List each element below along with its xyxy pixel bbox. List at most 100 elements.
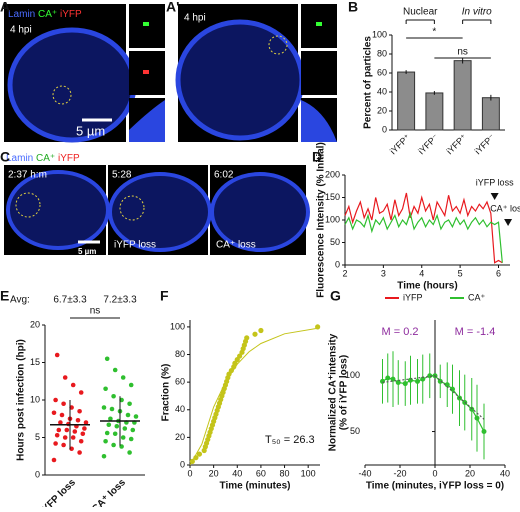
inset-spot — [143, 70, 149, 74]
group-label: In vitro — [462, 7, 492, 18]
panel-label: G — [330, 288, 341, 304]
point — [108, 416, 113, 422]
y-tick-label: 0 — [180, 459, 185, 469]
roi — [15, 192, 41, 218]
legend-label: iYFP — [403, 292, 423, 302]
point — [385, 375, 391, 381]
point — [114, 423, 120, 429]
channel: CA⁺ — [38, 9, 57, 20]
x-tick-label: iYFP⁺ — [388, 132, 412, 156]
x-tick-label: 0 — [187, 468, 192, 478]
group-label: Nuclear — [403, 7, 438, 18]
x-axis-label: Time (hours) — [397, 281, 457, 292]
point — [128, 382, 134, 388]
point — [395, 379, 401, 385]
y-axis-label: Fluorescence Intensity (% Initial) — [316, 142, 327, 298]
channel: CA⁺ — [36, 153, 55, 164]
point — [78, 438, 84, 444]
y-tick-label: 150 — [325, 192, 340, 202]
inset-lamin — [301, 100, 337, 142]
point — [474, 415, 480, 421]
x-tick-label: 40 — [232, 468, 242, 478]
frame-time: 6:02 — [214, 170, 234, 181]
point — [415, 378, 420, 384]
point — [77, 408, 82, 414]
significance: ns — [90, 306, 101, 317]
point — [189, 458, 195, 465]
annotation: CA⁺ loss — [490, 203, 520, 213]
point — [469, 406, 475, 412]
bar — [481, 97, 500, 131]
micrographs: 5 µm Lamin CA⁺ iYFP 4 hpi 4 hpi Lamin CA… — [4, 4, 337, 256]
point — [193, 455, 199, 461]
annotation: M = 0.2 — [382, 326, 419, 338]
point — [130, 427, 136, 433]
legend-label: CA⁺ — [468, 292, 486, 302]
point — [72, 429, 78, 434]
point — [128, 436, 134, 442]
y-tick-label: 60 — [175, 377, 185, 387]
time-label: 4 hpi — [184, 13, 206, 24]
point — [61, 401, 66, 407]
x-tick-label: 0 — [432, 468, 437, 478]
point — [77, 450, 82, 455]
point — [53, 441, 58, 446]
nucleus — [175, 19, 305, 141]
y-tick-label: 0 — [335, 259, 340, 269]
point — [109, 406, 115, 412]
point — [62, 435, 68, 440]
y-axis-label: Fraction (%) — [161, 364, 172, 422]
point — [80, 431, 86, 437]
point — [315, 324, 321, 330]
point — [51, 410, 57, 416]
point — [122, 426, 128, 431]
panel-label: E — [0, 288, 9, 304]
panel-label: A — [0, 0, 10, 15]
y-tick-label: 200 — [325, 169, 340, 179]
fit-line — [382, 375, 436, 384]
fit-line — [434, 375, 485, 420]
point — [103, 386, 108, 392]
avg-label: Avg: — [10, 295, 30, 306]
channel: Lamin — [8, 9, 35, 20]
y-tick-label: 80 — [175, 349, 185, 359]
point — [120, 375, 126, 380]
point — [111, 393, 116, 399]
channels: Lamin CA⁺ iYFP — [8, 9, 82, 20]
event-arrow — [504, 219, 513, 226]
y-axis-label: Hours post infection (hpi) — [16, 339, 27, 461]
point — [64, 427, 70, 433]
panel-label: C — [0, 149, 10, 165]
point — [51, 457, 57, 463]
point — [258, 327, 264, 334]
y-tick-label: 50 — [350, 426, 360, 436]
point — [106, 422, 112, 428]
inset-lamin — [129, 100, 165, 142]
point — [133, 414, 139, 419]
x-axis-label: Time (minutes) — [220, 481, 291, 492]
series-line — [344, 192, 503, 264]
point — [54, 432, 60, 438]
x-tick-label: 20 — [465, 468, 475, 478]
x-axis-label: Time (minutes, iYFP loss = 0) — [366, 481, 504, 492]
x-tick-label: 80 — [280, 468, 290, 478]
point — [82, 426, 87, 431]
channels: Lamin CA⁺ iYFP — [6, 153, 80, 164]
point — [103, 438, 108, 444]
x-tick-label: 5 — [458, 268, 463, 278]
x-tick-label: 6 — [496, 268, 501, 278]
frame-time: 5:28 — [112, 170, 132, 181]
point — [58, 420, 63, 425]
point — [402, 381, 408, 387]
y-tick-label: 100 — [372, 29, 387, 39]
point — [54, 352, 60, 358]
x-tick-label: 60 — [256, 468, 266, 478]
y-tick-label: 40 — [377, 86, 387, 96]
point — [127, 401, 132, 407]
point — [112, 431, 118, 437]
y-axis-label: Normalized CA⁺intensity — [328, 333, 339, 451]
series-line — [344, 211, 503, 263]
point — [252, 331, 258, 337]
y-tick-label: 80 — [377, 48, 387, 58]
